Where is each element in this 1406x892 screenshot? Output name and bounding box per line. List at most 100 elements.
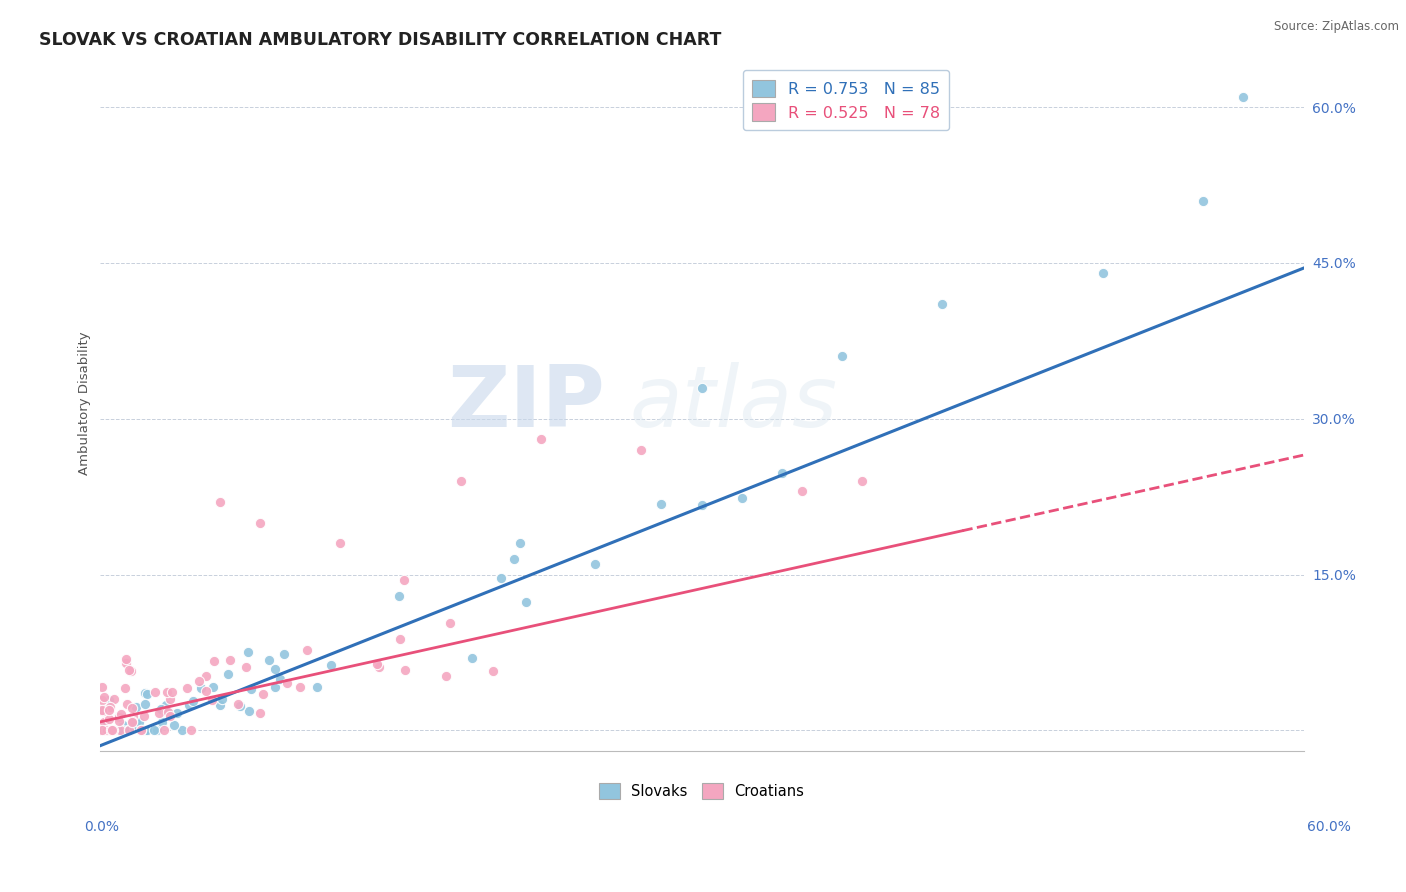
- Point: [93, 723, 115, 738]
- Point: [163, 718, 186, 732]
- Point: [91, 723, 114, 738]
- Point: [273, 647, 295, 661]
- Text: Source: ZipAtlas.com: Source: ZipAtlas.com: [1274, 20, 1399, 33]
- Point: [129, 723, 152, 738]
- Point: [931, 297, 953, 311]
- Point: [98, 723, 121, 738]
- Point: [101, 723, 124, 738]
- Point: [107, 723, 129, 738]
- Point: [307, 680, 329, 694]
- Point: [98, 723, 121, 738]
- Point: [201, 693, 224, 707]
- Point: [394, 663, 416, 677]
- Point: [121, 714, 143, 729]
- Point: [1192, 194, 1215, 208]
- Point: [392, 573, 415, 587]
- Point: [208, 698, 231, 712]
- Point: [366, 657, 388, 671]
- Point: [229, 698, 252, 713]
- Point: [115, 656, 138, 670]
- Point: [122, 709, 145, 723]
- Point: [211, 692, 233, 706]
- Point: [166, 706, 188, 720]
- Point: [103, 692, 125, 706]
- Point: [117, 723, 139, 738]
- Point: [118, 723, 141, 738]
- Point: [98, 723, 121, 738]
- Point: [97, 703, 120, 717]
- Point: [585, 557, 607, 571]
- Point: [122, 722, 145, 736]
- Point: [91, 704, 114, 718]
- Point: [90, 723, 112, 738]
- Point: [114, 681, 136, 696]
- Point: [91, 723, 114, 738]
- Point: [97, 723, 120, 738]
- Point: [489, 572, 512, 586]
- Point: [100, 723, 122, 738]
- Point: [107, 714, 129, 728]
- Point: [321, 657, 343, 672]
- Point: [153, 723, 176, 738]
- Point: [690, 498, 713, 512]
- Point: [650, 497, 672, 511]
- Point: [434, 669, 457, 683]
- Point: [112, 718, 135, 732]
- Point: [134, 708, 156, 723]
- Point: [181, 694, 204, 708]
- Point: [297, 642, 319, 657]
- Point: [107, 710, 129, 724]
- Point: [93, 715, 115, 730]
- Point: [630, 442, 652, 457]
- Text: ZIP: ZIP: [447, 361, 606, 444]
- Point: [121, 701, 143, 715]
- Point: [831, 350, 853, 364]
- Point: [509, 536, 531, 550]
- Point: [1232, 89, 1254, 103]
- Point: [94, 723, 117, 738]
- Point: [120, 664, 142, 678]
- Point: [201, 680, 224, 694]
- Point: [194, 669, 217, 683]
- Point: [217, 666, 239, 681]
- Point: [530, 433, 553, 447]
- Point: [94, 719, 117, 733]
- Point: [159, 692, 181, 706]
- Point: [187, 673, 209, 688]
- Point: [90, 723, 112, 738]
- Y-axis label: Ambulatory Disability: Ambulatory Disability: [79, 331, 91, 475]
- Point: [269, 672, 291, 686]
- Point: [135, 723, 157, 738]
- Point: [503, 551, 526, 566]
- Point: [93, 690, 115, 704]
- Point: [264, 680, 287, 694]
- Point: [98, 723, 121, 738]
- Point: [125, 700, 148, 714]
- Point: [107, 723, 129, 738]
- Point: [461, 651, 484, 665]
- Point: [389, 632, 412, 647]
- Point: [156, 705, 179, 719]
- Point: [90, 723, 112, 738]
- Point: [115, 697, 138, 711]
- Point: [276, 676, 298, 690]
- Point: [98, 723, 121, 738]
- Point: [194, 684, 217, 698]
- Point: [143, 723, 166, 738]
- Point: [90, 703, 112, 717]
- Point: [439, 615, 461, 630]
- Point: [150, 714, 173, 729]
- Point: [249, 706, 271, 721]
- Point: [218, 653, 240, 667]
- Point: [252, 687, 274, 701]
- Point: [329, 536, 352, 550]
- Point: [190, 681, 212, 696]
- Point: [367, 659, 389, 673]
- Point: [150, 702, 173, 716]
- Point: [103, 723, 125, 738]
- Point: [143, 685, 166, 699]
- Point: [239, 682, 262, 697]
- Point: [288, 681, 311, 695]
- Point: [125, 715, 148, 730]
- Point: [125, 717, 148, 731]
